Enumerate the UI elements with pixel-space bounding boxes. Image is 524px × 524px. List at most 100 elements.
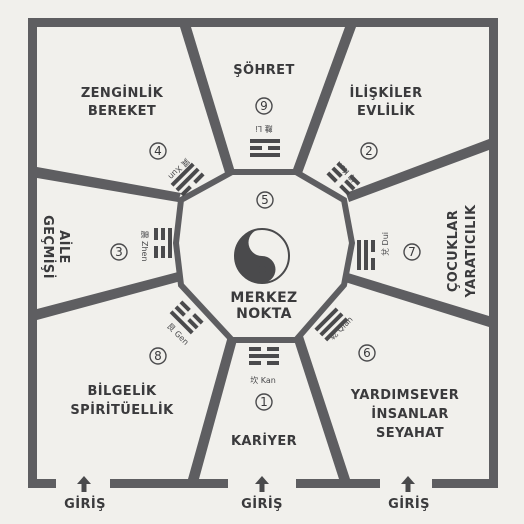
entrance-center: GİRİŞ	[241, 476, 283, 512]
label-wealth-line1: ZENGİNLİK	[81, 85, 164, 101]
entrance-label-center: GİRİŞ	[241, 496, 283, 512]
yang-line	[314, 307, 339, 332]
label-helpful-people-line2: İNSANLAR	[371, 406, 449, 422]
trigram-name-helpful-people: 乾 Qian	[327, 314, 355, 342]
number-badge-knowledge: 8	[149, 347, 167, 365]
trigram-name-family: 震 Zhen	[140, 230, 149, 261]
number-relationships: 2	[365, 144, 373, 158]
number-badge-wealth: 4	[149, 142, 167, 160]
yin-line-segment	[250, 146, 262, 150]
divider-ne-top	[292, 27, 356, 176]
yang-line	[250, 153, 280, 157]
yin-line-segment	[193, 172, 205, 184]
label-helpful-people-line1: YARDIMSEVER	[350, 388, 459, 403]
entrance-label-left: GİRİŞ	[64, 496, 106, 512]
trigram-name-children: 兌 Dui	[380, 232, 390, 256]
yin-line-segment	[268, 146, 280, 150]
yin-line-segment	[249, 361, 261, 365]
yang-line	[175, 167, 200, 192]
label-children-line1: ÇOCUKLAR	[446, 210, 461, 292]
outer-wall-bottom-mid-left	[110, 479, 228, 488]
yin-line-segment	[326, 171, 338, 183]
center-octagon	[172, 169, 356, 343]
yin-line-segment	[349, 174, 361, 186]
outer-wall-left	[28, 18, 37, 488]
up-arrow-icon	[77, 476, 91, 492]
trigram-career-icon	[249, 347, 279, 365]
label-relationships-line2: EVLİLİK	[357, 103, 416, 119]
up-arrow-icon	[255, 476, 269, 492]
divider-nw-left	[37, 167, 181, 202]
yin-line-segment	[174, 305, 186, 317]
divider-sw-left	[37, 272, 181, 320]
trigram-name-fame: 離 Li	[255, 124, 272, 134]
label-helpful-people-line3: SEYAHAT	[376, 426, 444, 441]
number-wealth: 4	[154, 144, 162, 158]
label-family-line1: AİLE	[56, 230, 72, 264]
yin-yang-icon	[234, 228, 290, 284]
trigram-name-career: 坎 Kan	[250, 375, 276, 385]
yang-line	[364, 240, 368, 270]
number-badge-family: 3	[110, 243, 128, 261]
divider-se-bottom	[294, 336, 350, 479]
label-knowledge-line1: BİLGELİK	[88, 383, 158, 399]
divider-se-right	[345, 273, 489, 327]
divider-nw-top	[180, 27, 235, 176]
up-arrow-icon	[401, 476, 415, 492]
yin-line-segment	[180, 185, 192, 197]
number-career: 1	[260, 395, 268, 409]
yang-line	[357, 240, 361, 270]
yin-line-segment	[154, 246, 158, 258]
trigram-relationships-icon	[326, 161, 361, 196]
yin-line-segment	[336, 161, 348, 173]
yin-line-segment	[154, 228, 158, 240]
number-center: 5	[261, 193, 269, 207]
yin-line-segment	[249, 347, 261, 351]
entrance-right: GİRİŞ	[388, 476, 430, 512]
label-children-line2: YARATICILIK	[464, 204, 479, 298]
yang-line	[324, 317, 349, 342]
number-badge-career: 1	[255, 393, 273, 411]
outer-wall-top	[28, 18, 498, 27]
trigram-fame-icon	[250, 139, 280, 157]
yin-line-segment	[267, 347, 279, 351]
yin-line-segment	[161, 246, 165, 258]
number-knowledge: 8	[154, 349, 162, 363]
number-family: 3	[115, 245, 123, 259]
yang-line	[250, 139, 280, 143]
number-badge-children: 7	[403, 243, 421, 261]
trigram-family-icon	[154, 228, 172, 258]
yin-line-segment	[344, 179, 356, 191]
label-fame: ŞÖHRET	[233, 62, 294, 78]
number-helpful-people: 6	[363, 346, 371, 360]
label-center-line1: MERKEZ	[230, 290, 297, 306]
yang-line	[168, 228, 172, 258]
yang-line	[170, 162, 195, 187]
yin-line-segment	[161, 228, 165, 240]
outer-wall-bottom-right	[432, 479, 498, 488]
label-knowledge-line2: SPİRİTÜELLİK	[70, 402, 174, 418]
entrance-left: GİRİŞ	[64, 476, 106, 512]
label-center-line2: NOKTA	[236, 306, 292, 322]
label-wealth-line2: BEREKET	[88, 104, 156, 119]
label-family-line2: GEÇMİŞİ	[40, 215, 56, 279]
trigram-knowledge-icon	[169, 300, 204, 335]
number-badge-helpful-people: 6	[358, 344, 376, 362]
number-badge-relationships: 2	[360, 142, 378, 160]
trigram-group	[154, 139, 375, 365]
yin-line-segment	[179, 300, 191, 312]
entrance-label-right: GİRİŞ	[388, 496, 430, 512]
yin-line-segment	[371, 258, 375, 270]
label-career: KARİYER	[231, 433, 297, 449]
number-fame: 9	[260, 99, 268, 113]
outer-wall-bottom-left	[28, 479, 56, 488]
trigram-children-icon	[357, 240, 375, 270]
trigram-helpful-people-icon	[314, 307, 349, 342]
yin-line-segment	[339, 184, 351, 196]
trigram-wealth-icon	[170, 162, 205, 197]
label-relationships-line1: İLİŞKİLER	[349, 85, 422, 101]
yin-line-segment	[187, 318, 199, 330]
divider-ne-right	[346, 139, 489, 202]
number-badge-fame: 9	[255, 97, 273, 115]
